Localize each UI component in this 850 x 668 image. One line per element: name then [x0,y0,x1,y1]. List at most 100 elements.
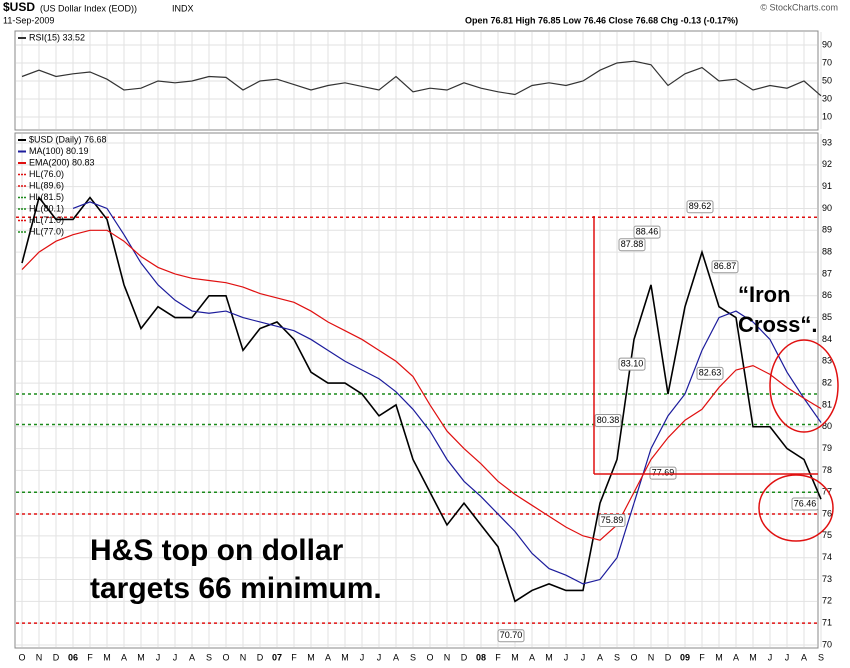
x-tick-label: N [648,652,655,662]
x-tick-label: J [768,652,773,662]
x-tick-label: O [18,652,25,662]
y-tick-label: 90 [822,39,832,49]
x-tick-label: M [715,652,723,662]
x-tick-label: M [341,652,349,662]
x-tick-label: M [511,652,519,662]
legend-entry: HL(81.5) [29,192,64,202]
x-tick-label: F [291,652,297,662]
price-label: 87.88 [621,239,644,249]
x-tick-label: J [377,652,382,662]
x-tick-label: 07 [272,652,282,662]
legend-entry: $USD (Daily) 76.68 [29,134,107,144]
y-tick-label: 88 [822,247,832,257]
legend-entry: HL(89.6) [29,180,64,190]
y-tick-label: 70 [822,639,832,649]
plot-layer: 10 30 50 70 90 RSI(15) 33.52 70 71 72 73 74 75 76 77 7… [16,32,832,662]
y-tick-label: 89 [822,225,832,235]
series-line [72,201,822,585]
x-tick-label: J [785,652,790,662]
y-tick-label: 86 [822,290,832,300]
circle [758,474,834,542]
x-tick-label: S [614,652,620,662]
y-tick-label: 71 [822,618,832,628]
y-tick-label: 87 [822,268,832,278]
x-tick-label: F [87,652,93,662]
x-tick-label: A [325,652,331,662]
price-label: 75.89 [601,515,624,525]
x-tick-label: J [156,652,161,662]
y-tick-label: 85 [822,312,832,322]
legend-entry: MA(100) 80.19 [29,146,89,156]
price-label-box [598,513,626,527]
price-label: 88.46 [636,226,659,236]
index-name: (US Dollar Index (EOD)) [40,3,137,13]
price-label: 83.10 [621,358,644,368]
annotation: Cross“. [738,312,817,337]
y-tick-label: 50 [822,75,832,85]
legend-entry: HL(71.0) [29,215,64,225]
y-tick-label: 90 [822,203,832,213]
legend-entry: HL(77.0) [29,226,64,236]
y-tick-label: 92 [822,159,832,169]
price-label-box [696,366,724,380]
annotation: H&S top on dollar [90,534,344,567]
y-tick-label: 83 [822,356,832,366]
price-label: 86.87 [714,261,737,271]
y-tick-label: 77 [822,487,832,497]
price-label: 76.46 [794,498,817,508]
price-label: 77.69 [652,468,675,478]
x-tick-label: D [257,652,264,662]
legend-entry: EMA(200) 80.83 [29,157,95,167]
series-line [21,60,822,97]
price-label: 80.38 [597,415,620,425]
y-tick-label: 10 [822,111,832,121]
y-tick-label: 82 [822,377,832,387]
price-label-box [633,225,661,239]
x-tick-label: N [444,652,451,662]
y-tick-label: 79 [822,443,832,453]
price-label-box [791,497,819,511]
x-tick-label: S [410,652,416,662]
price-label: 89.62 [689,201,712,211]
x-tick-label: D [665,652,672,662]
x-tick-label: A [597,652,603,662]
x-tick-label: 09 [680,652,690,662]
x-tick-label: M [749,652,757,662]
x-tick-label: S [818,652,824,662]
price-label-box [686,200,714,214]
x-tick-label: J [581,652,586,662]
x-tick-label: A [529,652,535,662]
rsi-panel [14,30,819,131]
y-tick-label: 80 [822,421,832,431]
x-tick-label: M [137,652,145,662]
circle [769,339,839,433]
x-tick-label: F [699,652,705,662]
price-panel [14,132,819,649]
x-tick-label: A [189,652,195,662]
x-tick-label: J [173,652,178,662]
x-tick-label: M [545,652,553,662]
x-tick-label: O [222,652,229,662]
x-tick-label: N [240,652,247,662]
x-tick-label: A [393,652,399,662]
legend-entry: RSI(15) 33.52 [29,32,85,42]
y-tick-label: 76 [822,508,832,518]
x-tick-label: O [426,652,433,662]
y-tick-label: 72 [822,596,832,606]
x-tick-label: N [36,652,43,662]
x-tick-label: 06 [68,652,78,662]
price-label-box [711,260,739,274]
annotation: targets 66 minimum. [90,572,382,605]
credit: © StockCharts.com [760,2,838,12]
x-tick-label: O [630,652,637,662]
exchange: INDX [172,3,194,13]
y-tick-label: 84 [822,334,832,344]
price-label: 82.63 [699,368,722,378]
price-label-box [618,238,646,252]
symbol: $USD [3,0,35,14]
y-tick-label: 78 [822,465,832,475]
annotation: “Iron [738,282,791,307]
x-tick-label: J [564,652,569,662]
y-tick-label: 91 [822,181,832,191]
